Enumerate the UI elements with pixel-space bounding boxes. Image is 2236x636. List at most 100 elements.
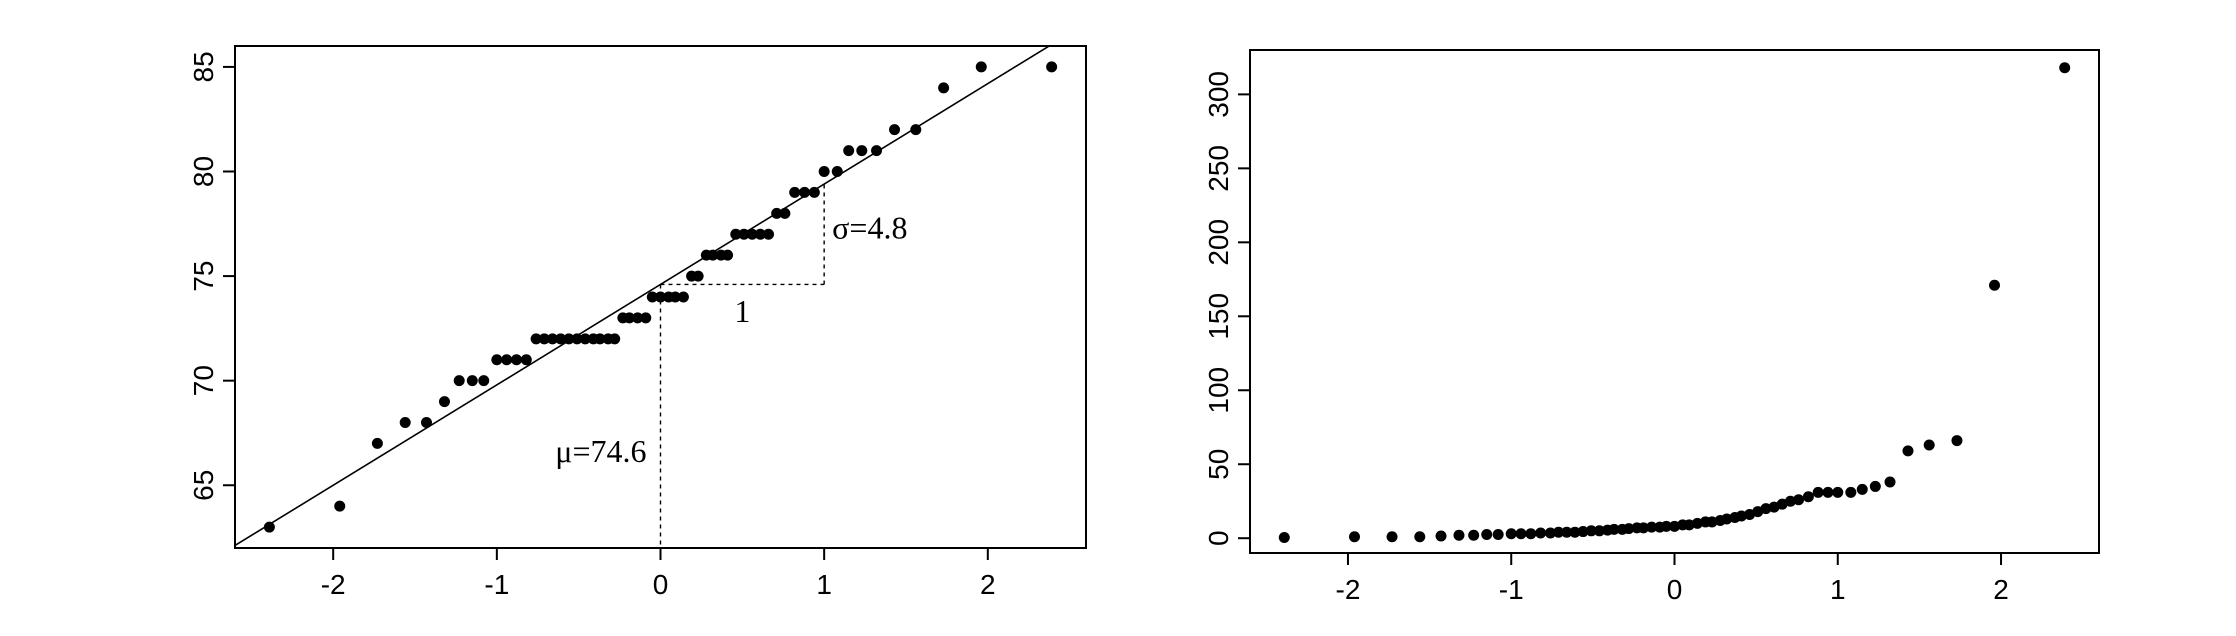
data-point bbox=[609, 333, 621, 345]
data-point bbox=[466, 375, 478, 387]
data-point bbox=[510, 354, 522, 366]
data-point bbox=[632, 312, 644, 324]
data-point bbox=[623, 312, 635, 324]
data-point bbox=[677, 291, 689, 303]
y-tick-label: 85 bbox=[188, 51, 219, 82]
data-point bbox=[491, 354, 503, 366]
data-point bbox=[1414, 531, 1426, 543]
data-point bbox=[646, 291, 658, 303]
data-point bbox=[1884, 476, 1896, 488]
x-tick-label: 2 bbox=[1993, 574, 2009, 605]
data-point bbox=[1535, 527, 1547, 539]
data-point bbox=[538, 333, 550, 345]
data-point bbox=[789, 186, 801, 198]
x-tick-label: 1 bbox=[1830, 574, 1846, 605]
data-point bbox=[763, 228, 775, 240]
data-point bbox=[1637, 522, 1649, 534]
data-point bbox=[1856, 483, 1868, 495]
data-point bbox=[420, 417, 432, 428]
data-points-left bbox=[263, 61, 1058, 533]
data-point bbox=[1561, 526, 1573, 538]
data-point bbox=[1902, 445, 1914, 457]
data-point bbox=[771, 207, 783, 219]
data-point bbox=[738, 228, 750, 240]
data-point bbox=[453, 375, 465, 387]
data-point bbox=[1721, 513, 1733, 525]
data-point bbox=[1784, 495, 1796, 507]
data-point bbox=[818, 166, 830, 177]
qq-plot-left: -2 -1 0 1 2 65 70 75 80 85 μ=74.6 σ=4.8 1 bbox=[188, 45, 1087, 600]
x-tick-label: -2 bbox=[321, 569, 346, 600]
data-point bbox=[530, 333, 542, 345]
data-point bbox=[1923, 439, 1935, 451]
y-tick-label: 150 bbox=[1203, 293, 1234, 340]
data-point bbox=[1802, 491, 1814, 503]
data-point bbox=[1793, 494, 1805, 506]
data-point bbox=[263, 521, 275, 533]
data-point bbox=[1822, 486, 1834, 498]
y-tick-label: 70 bbox=[188, 365, 219, 396]
data-point bbox=[1505, 528, 1517, 540]
x-tick-label: 1 bbox=[816, 569, 832, 600]
data-point bbox=[1515, 528, 1527, 540]
y-tick-label: 65 bbox=[188, 470, 219, 501]
plot-frame-right bbox=[1249, 49, 2100, 554]
data-point bbox=[1278, 531, 1290, 543]
data-point bbox=[746, 228, 758, 240]
data-point bbox=[889, 124, 901, 136]
data-point bbox=[640, 312, 652, 324]
data-point bbox=[1525, 528, 1537, 540]
data-point bbox=[1683, 519, 1695, 531]
data-point bbox=[1386, 531, 1398, 543]
data-point bbox=[669, 291, 681, 303]
axes-right: -2 -1 0 1 2 0 50 100 150 200 250 300 bbox=[1203, 71, 2009, 605]
data-point bbox=[371, 437, 383, 449]
data-point bbox=[938, 82, 950, 94]
data-point bbox=[1608, 523, 1620, 535]
data-point bbox=[655, 291, 666, 303]
x-tick-label: -2 bbox=[1336, 574, 1361, 605]
data-point bbox=[2059, 62, 2071, 74]
data-point bbox=[1660, 520, 1672, 532]
data-point bbox=[399, 417, 411, 428]
data-point bbox=[730, 228, 742, 240]
data-point bbox=[843, 145, 855, 157]
data-point bbox=[1481, 529, 1493, 541]
data-point bbox=[1669, 520, 1680, 532]
data-point bbox=[1845, 486, 1857, 498]
data-point bbox=[856, 145, 868, 157]
data-point bbox=[831, 166, 843, 177]
data-point bbox=[808, 186, 820, 198]
x-tick-label: 0 bbox=[1667, 574, 1683, 605]
data-points-right bbox=[1278, 62, 2071, 543]
data-point bbox=[1544, 527, 1556, 539]
data-point bbox=[579, 333, 591, 345]
data-point bbox=[1735, 510, 1747, 522]
data-point bbox=[1989, 279, 2001, 291]
y-tick-label: 250 bbox=[1203, 145, 1234, 192]
data-point bbox=[1691, 517, 1703, 529]
data-point bbox=[1706, 516, 1718, 528]
data-point bbox=[1577, 526, 1589, 538]
data-point bbox=[555, 333, 567, 345]
data-point bbox=[754, 228, 766, 240]
y-tick-label: 80 bbox=[188, 156, 219, 187]
y-tick-label: 300 bbox=[1203, 71, 1234, 118]
data-point bbox=[571, 333, 583, 345]
x-tick-label: -1 bbox=[484, 569, 509, 600]
data-point bbox=[1593, 525, 1605, 537]
y-tick-label: 200 bbox=[1203, 219, 1234, 266]
data-point bbox=[1435, 530, 1447, 542]
data-point bbox=[1623, 523, 1635, 535]
data-point bbox=[1453, 529, 1465, 541]
annotation-guides bbox=[659, 184, 825, 548]
data-point bbox=[871, 145, 883, 157]
data-point bbox=[334, 500, 346, 512]
data-point bbox=[1646, 521, 1658, 533]
data-point bbox=[546, 333, 558, 345]
data-point bbox=[1492, 529, 1504, 541]
data-point bbox=[1869, 480, 1881, 492]
data-point bbox=[910, 124, 922, 136]
data-point bbox=[594, 333, 606, 345]
